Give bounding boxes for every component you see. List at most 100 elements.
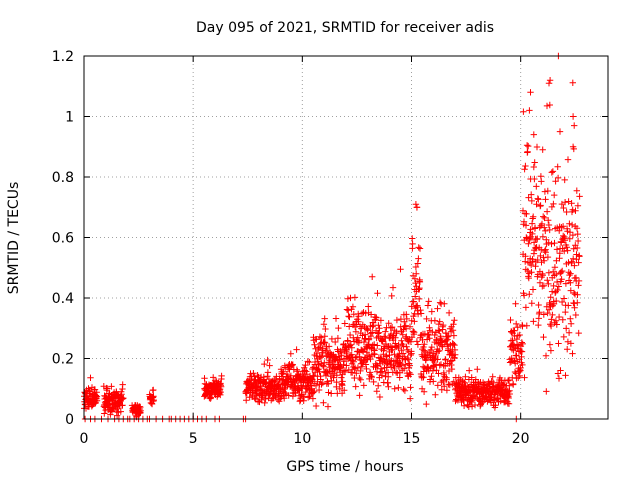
data-point bbox=[408, 317, 415, 324]
data-point bbox=[400, 386, 407, 393]
data-point bbox=[551, 239, 558, 247]
tick-labels: 0 5 10 15 20 0 0.2 0.4 0.6 0.8 1 1.2 bbox=[52, 49, 530, 447]
data-point bbox=[407, 338, 415, 345]
data-point bbox=[320, 399, 327, 406]
data-point bbox=[510, 357, 518, 364]
data-point bbox=[536, 279, 544, 286]
data-point bbox=[352, 354, 359, 361]
data-point bbox=[371, 351, 378, 358]
data-point bbox=[526, 235, 533, 242]
data-point bbox=[305, 394, 312, 401]
data-point bbox=[545, 280, 552, 288]
y-tick-label: 0.4 bbox=[52, 291, 74, 307]
data-point bbox=[217, 388, 224, 396]
data-point bbox=[439, 343, 446, 350]
data-point bbox=[547, 347, 555, 354]
data-point bbox=[574, 244, 581, 252]
data-point bbox=[522, 222, 530, 229]
data-point bbox=[302, 388, 309, 396]
data-point bbox=[452, 351, 459, 358]
data-point bbox=[566, 229, 574, 236]
data-point bbox=[309, 395, 317, 402]
data-point bbox=[525, 142, 532, 150]
data-point bbox=[506, 390, 513, 398]
data-point bbox=[551, 264, 559, 271]
data-point bbox=[436, 299, 444, 306]
data-point bbox=[508, 346, 516, 353]
data-point bbox=[468, 374, 475, 381]
data-point bbox=[528, 261, 535, 269]
data-point bbox=[311, 341, 318, 348]
data-point bbox=[328, 335, 336, 343]
data-point bbox=[391, 364, 398, 372]
data-point bbox=[378, 368, 386, 375]
data-point bbox=[86, 388, 94, 395]
data-point bbox=[513, 352, 520, 359]
data-point bbox=[414, 310, 422, 318]
data-point bbox=[536, 309, 543, 316]
data-point bbox=[494, 394, 501, 402]
x-tick-label: 10 bbox=[293, 431, 311, 447]
data-point bbox=[436, 347, 443, 354]
data-point bbox=[376, 393, 384, 401]
data-point bbox=[365, 303, 372, 310]
data-point bbox=[416, 245, 424, 252]
data-point bbox=[409, 235, 416, 242]
data-point bbox=[418, 331, 425, 339]
data-point bbox=[301, 367, 308, 374]
data-point bbox=[408, 350, 415, 357]
data-point bbox=[555, 313, 563, 321]
axis-ticks bbox=[83, 55, 608, 420]
data-point bbox=[541, 214, 548, 222]
data-point bbox=[420, 374, 427, 381]
data-point bbox=[114, 405, 121, 412]
data-point bbox=[573, 225, 581, 232]
data-point bbox=[567, 315, 574, 322]
data-point bbox=[395, 341, 402, 349]
data-point bbox=[318, 381, 325, 388]
data-point bbox=[333, 372, 340, 379]
data-point bbox=[346, 331, 354, 339]
data-point bbox=[445, 309, 453, 317]
data-point bbox=[388, 292, 395, 300]
data-point bbox=[534, 195, 541, 202]
data-point bbox=[554, 174, 562, 182]
data-point bbox=[403, 343, 410, 350]
data-point bbox=[282, 364, 289, 371]
data-point bbox=[521, 374, 528, 381]
data-point bbox=[207, 394, 215, 401]
data-point bbox=[414, 341, 422, 348]
data-point bbox=[391, 385, 398, 392]
data-point bbox=[559, 316, 566, 323]
data-points bbox=[81, 52, 583, 423]
data-point bbox=[541, 188, 549, 195]
data-point bbox=[558, 276, 565, 283]
data-point bbox=[335, 324, 342, 332]
data-point bbox=[107, 411, 114, 418]
data-point bbox=[411, 275, 419, 282]
data-point bbox=[565, 269, 572, 276]
data-point bbox=[266, 362, 273, 369]
data-point bbox=[488, 378, 495, 385]
data-point bbox=[450, 341, 457, 348]
data-point bbox=[519, 340, 526, 348]
data-point bbox=[567, 320, 575, 327]
data-point bbox=[423, 400, 430, 408]
data-point bbox=[321, 315, 328, 322]
data-point bbox=[569, 113, 577, 120]
data-point bbox=[327, 373, 334, 380]
data-point bbox=[358, 363, 366, 370]
data-point bbox=[317, 376, 324, 383]
data-point bbox=[565, 302, 572, 309]
data-point bbox=[548, 203, 556, 211]
data-point bbox=[397, 266, 404, 273]
data-point bbox=[413, 338, 421, 345]
data-point bbox=[522, 304, 530, 311]
data-point bbox=[570, 289, 578, 297]
data-point bbox=[150, 396, 157, 404]
data-point bbox=[320, 363, 327, 370]
data-point bbox=[569, 79, 576, 86]
data-point bbox=[538, 178, 545, 185]
data-point bbox=[547, 322, 555, 330]
data-point bbox=[531, 175, 538, 183]
